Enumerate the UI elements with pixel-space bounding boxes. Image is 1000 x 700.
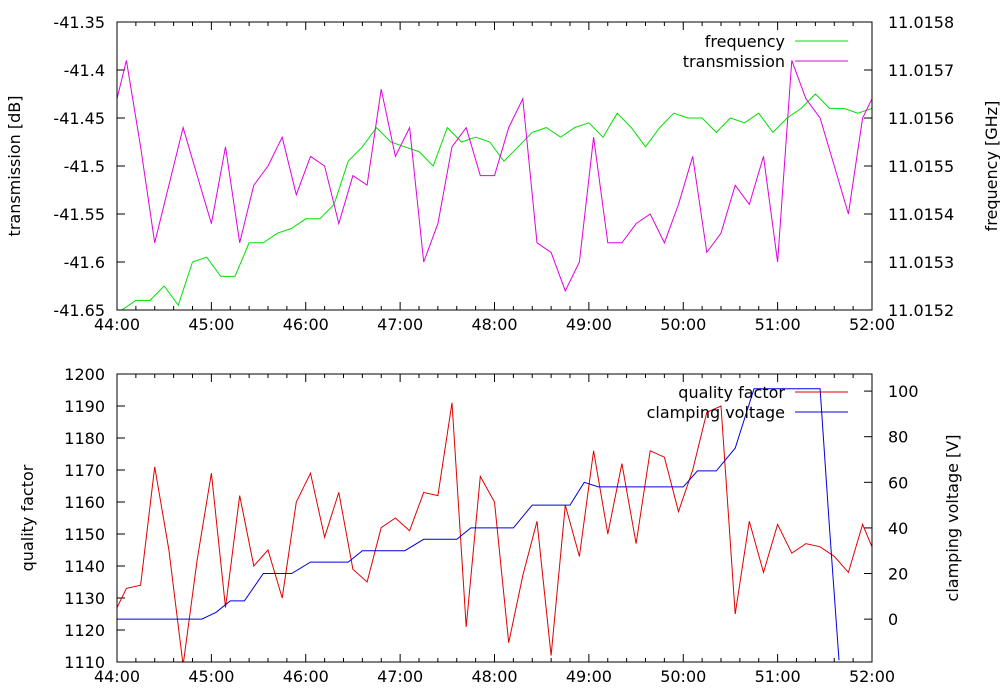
x-tick-label: 47:00	[377, 315, 423, 334]
y2-tick-label: 11.0154	[888, 205, 954, 224]
y2-tick-label: 11.0153	[888, 253, 954, 272]
y2-tick-label: 11.0156	[888, 109, 954, 128]
bottom-left-axis-label: quality factor	[18, 464, 37, 571]
top-legend: frequency transmission	[683, 32, 848, 71]
legend-label-frequency: frequency	[705, 32, 785, 51]
top-plot-frame	[116, 21, 873, 311]
legend-label-transmission: transmission	[683, 52, 785, 71]
x-tick-label: 49:00	[566, 315, 612, 334]
y-tick-label: -41.65	[53, 301, 105, 320]
y-tick-label: 1130	[64, 589, 105, 608]
y2-tick-label: 60	[888, 473, 908, 492]
legend-label-quality-factor: quality factor	[678, 383, 785, 402]
series-line-quality-factor	[117, 402, 872, 662]
y2-tick-label: 11.0157	[888, 61, 954, 80]
y-tick-label: 1120	[64, 621, 105, 640]
x-tick-label: 48:00	[471, 315, 517, 334]
x-tick-label: 52:00	[849, 667, 895, 686]
bottom-plot-frame	[116, 373, 873, 663]
bottom-panel: quality factor clamping voltage [V] 44:0…	[18, 365, 962, 686]
x-tick-label: 51:00	[755, 667, 801, 686]
y-tick-label: 1150	[64, 525, 105, 544]
bottom-legend: quality factor clamping voltage	[647, 383, 848, 422]
top-left-axis-label: transmission [dB]	[5, 96, 24, 237]
x-tick-label: 46:00	[283, 667, 329, 686]
x-tick-label: 45:00	[188, 667, 234, 686]
y2-tick-label: 0	[888, 610, 898, 629]
y-tick-label: 1110	[64, 653, 105, 672]
x-tick-label: 45:00	[188, 315, 234, 334]
y2-tick-label: 80	[888, 428, 908, 447]
y-tick-label: 1170	[64, 461, 105, 480]
bottom-series-lines	[117, 388, 872, 662]
y-tick-label: 1140	[64, 557, 105, 576]
y-tick-label: 1190	[64, 397, 105, 416]
y2-tick-label: 11.0152	[888, 301, 954, 320]
y-tick-label: -41.55	[53, 205, 105, 224]
y2-tick-label: 40	[888, 519, 908, 538]
series-line-frequency	[121, 93, 872, 310]
x-tick-label: 49:00	[566, 667, 612, 686]
bottom-right-axis-label: clamping voltage [V]	[943, 435, 962, 602]
x-tick-label: 52:00	[849, 315, 895, 334]
y-tick-label: -41.4	[64, 61, 105, 80]
y2-tick-label: 100	[888, 382, 919, 401]
series-line-transmission	[117, 60, 872, 293]
series-line-clamping-voltage	[117, 388, 840, 661]
bottom-axis-ticks: 44:00 45:00 46:00 47:00 48:00 49:00 50:00 51:00…	[64, 365, 918, 686]
x-tick-label: 47:00	[377, 667, 423, 686]
x-tick-label: 51:00	[755, 315, 801, 334]
x-tick-label: 44:00	[94, 667, 140, 686]
x-tick-label: 50:00	[660, 667, 706, 686]
y2-tick-label: 11.0158	[888, 13, 954, 32]
y2-tick-label: 20	[888, 565, 908, 584]
y-tick-label: -41.45	[53, 109, 105, 128]
y-tick-label: 1200	[64, 365, 105, 384]
y-tick-label: 1160	[64, 493, 105, 512]
y-tick-label: -41.6	[64, 253, 105, 272]
top-right-axis-label: frequency [GHz]	[982, 101, 1000, 232]
x-tick-label: 44:00	[94, 315, 140, 334]
y2-tick-label: 11.0155	[888, 157, 954, 176]
y-tick-label: -41.5	[64, 157, 105, 176]
top-panel: transmission [dB] frequency [GHz] 44:00 4…	[5, 13, 1000, 334]
y-tick-label: -41.35	[53, 13, 105, 32]
top-axis-ticks: 44:00 45:00 46:00 47:00 48:00 49:00 50:00 51:00…	[53, 13, 954, 334]
legend-label-clamping-voltage: clamping voltage	[647, 403, 785, 422]
x-tick-label: 46:00	[283, 315, 329, 334]
x-tick-label: 48:00	[471, 667, 517, 686]
y-tick-label: 1180	[64, 429, 105, 448]
top-series-lines	[117, 60, 872, 310]
x-tick-label: 50:00	[660, 315, 706, 334]
